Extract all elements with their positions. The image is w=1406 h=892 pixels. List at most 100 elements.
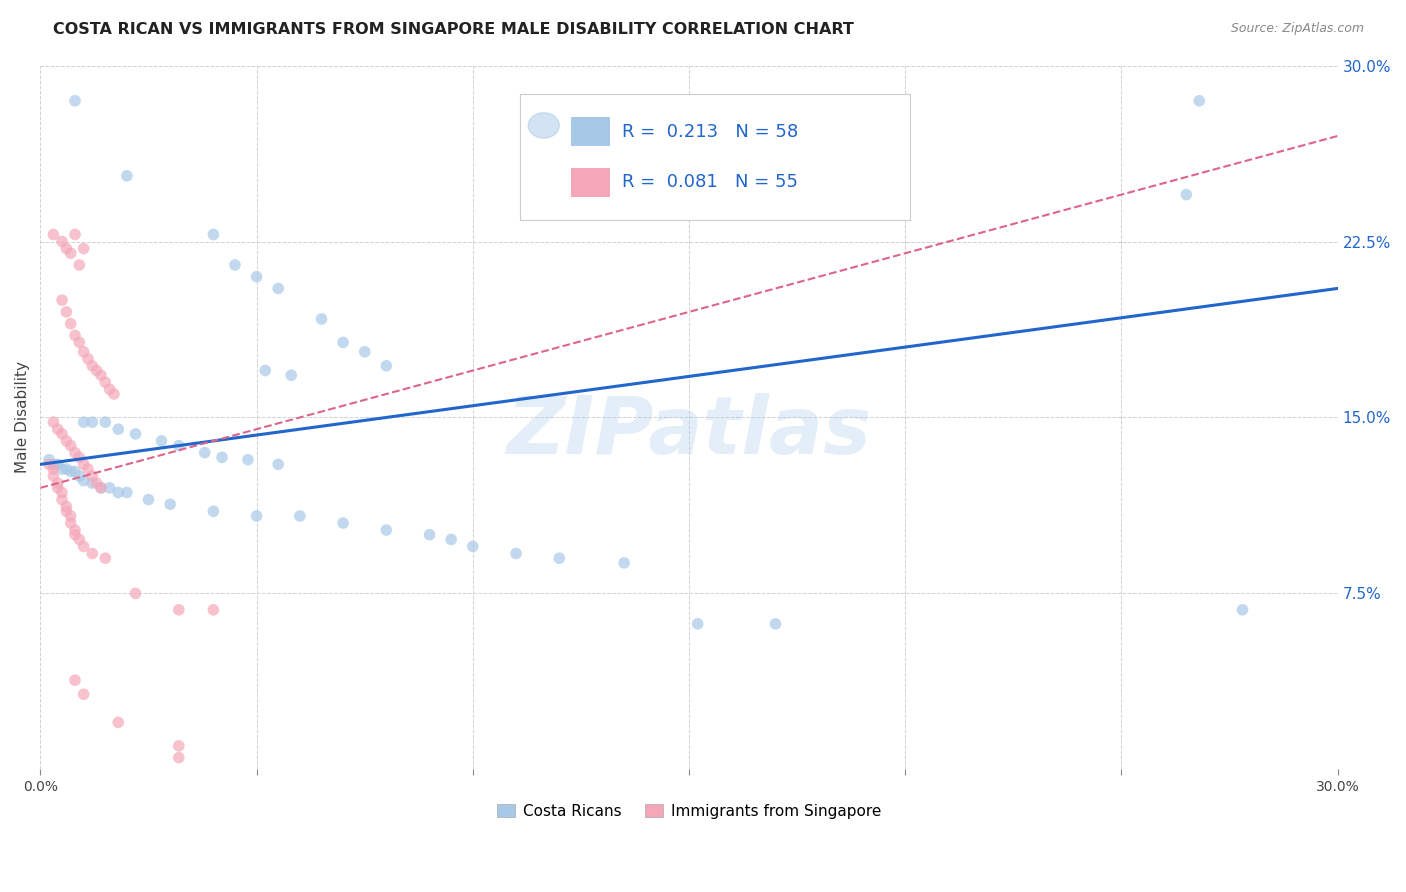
Point [375,359,398,373]
Point [59,439,82,453]
Point [288,508,311,523]
Point [686,616,709,631]
Text: Source: ZipAtlas.com: Source: ZipAtlas.com [1230,22,1364,36]
Point [55,500,77,514]
Point [55,504,77,518]
Point [1175,187,1198,202]
Point [73,540,96,554]
Point [167,739,190,753]
Point [167,750,190,764]
Point [82,469,104,483]
Point [254,363,277,377]
Point [46,422,69,436]
Point [55,462,77,476]
Point [115,485,138,500]
Point [86,363,108,377]
Point [167,603,190,617]
Point [246,269,269,284]
Point [73,458,96,472]
Point [138,492,160,507]
Point [82,547,104,561]
Point [103,387,125,401]
Point [63,523,86,537]
Point [51,426,73,441]
Point [765,616,787,631]
Point [67,533,90,547]
Point [82,415,104,429]
Point [202,227,225,242]
Point [51,235,73,249]
Point [90,368,112,383]
Point [63,464,86,478]
Point [38,452,60,467]
Point [73,687,96,701]
Point [42,458,65,472]
Point [82,359,104,373]
Point [202,504,225,518]
Point [194,445,217,459]
Point [311,312,333,326]
Point [505,547,527,561]
Text: ZIPatlas: ZIPatlas [506,392,872,470]
Point [419,527,441,541]
Point [46,481,69,495]
Legend: Costa Ricans, Immigrants from Singapore: Costa Ricans, Immigrants from Singapore [491,797,887,825]
Point [267,281,290,295]
Point [55,242,77,256]
Point [1232,603,1254,617]
Point [42,227,65,242]
Point [90,481,112,495]
Point [124,426,146,441]
Point [267,458,290,472]
Point [73,474,96,488]
Point [77,351,100,366]
Point [353,344,375,359]
Point [51,293,73,308]
Point [59,317,82,331]
Point [224,258,246,272]
Point [63,227,86,242]
Point [98,481,121,495]
Point [67,335,90,350]
Point [73,242,96,256]
Point [42,415,65,429]
Point [86,476,108,491]
Point [63,673,86,688]
Point [236,452,259,467]
Point [73,415,96,429]
Point [59,464,82,478]
Point [51,492,73,507]
Point [461,540,484,554]
Point [51,462,73,476]
Point [82,476,104,491]
Point [613,556,636,570]
Point [1188,94,1211,108]
Point [107,422,129,436]
Point [77,462,100,476]
Point [63,94,86,108]
Point [280,368,302,383]
Point [440,533,463,547]
Point [59,516,82,530]
Point [115,169,138,183]
Point [51,485,73,500]
Point [332,516,354,530]
Point [63,328,86,343]
Point [211,450,233,465]
Point [46,458,69,472]
Point [150,434,173,448]
Point [42,469,65,483]
Point [90,481,112,495]
Point [94,376,117,390]
Point [548,551,571,566]
Point [59,246,82,260]
Point [63,445,86,459]
Point [159,497,181,511]
Point [375,523,398,537]
Y-axis label: Male Disability: Male Disability [15,361,30,474]
Point [107,715,129,730]
Point [98,382,121,396]
Point [38,458,60,472]
Point [67,258,90,272]
Point [59,508,82,523]
